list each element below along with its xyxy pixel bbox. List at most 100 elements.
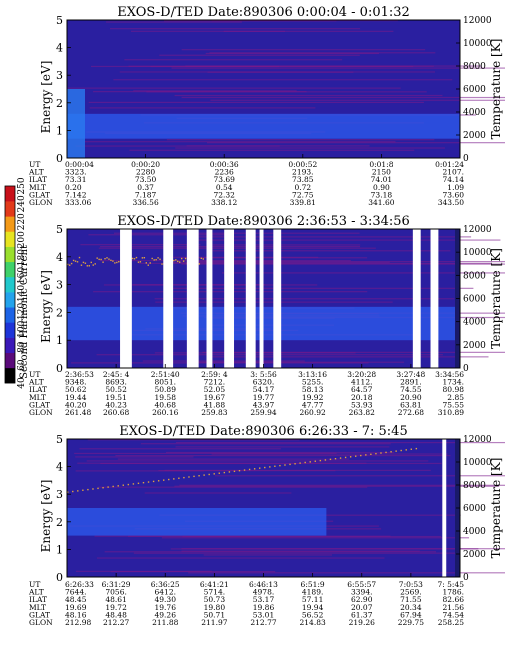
heatmap-dot: [72, 259, 75, 262]
table-cell: 6:36:25: [151, 580, 180, 589]
heatmap-dot: [159, 258, 161, 260]
heatmap-dot: [179, 261, 181, 263]
heatmap-stripe: [210, 356, 489, 358]
data-gap: [273, 229, 282, 368]
heatmap-stripe: [138, 262, 492, 265]
heatmap-stripe: [80, 244, 201, 246]
heatmap-stripe: [211, 244, 361, 246]
y2-tick-label: 2000: [463, 131, 486, 141]
table-row-label: UT: [29, 160, 40, 169]
heatmap-stripe: [181, 96, 505, 99]
heatmap-stripe: [75, 145, 280, 147]
table-cell: 73.18: [371, 190, 393, 199]
table-cell: 0.90: [373, 183, 390, 192]
colorbar-tick-label: 60: [17, 359, 27, 371]
heatmap-dot: [84, 262, 87, 264]
colorbar-cell: [5, 367, 15, 384]
heatmap-dot: [218, 472, 220, 474]
heatmap-dot: [198, 475, 200, 477]
heatmap-dot: [161, 263, 163, 265]
heatmap-dot: [168, 478, 170, 481]
table-cell: 1734.: [443, 378, 464, 387]
table-cell: 67.94: [400, 610, 422, 619]
heatmap-stripe: [188, 239, 501, 241]
heatmap-dot: [349, 456, 352, 458]
table-cell: 8051.: [155, 378, 176, 387]
heatmap-dot: [198, 263, 201, 265]
table-cell: 7.187: [135, 190, 157, 199]
table-cell: 20.07: [351, 603, 373, 612]
heatmap-stripe: [98, 247, 376, 249]
table-cell: 212.77: [250, 618, 276, 627]
table-cell: 82.66: [443, 595, 465, 604]
table-cell: 2:36:53: [65, 370, 94, 379]
chart-title: EXOS-D/TED Date:890306 6:26:33 - 7: 5:45: [119, 424, 407, 439]
heatmap-stripe: [127, 535, 391, 537]
heatmap-dot: [82, 489, 84, 491]
table-cell: 56.52: [302, 610, 324, 619]
table-cell: 48.61: [105, 595, 126, 604]
table-cell: 214.83: [300, 618, 326, 627]
heatmap-dot: [309, 461, 311, 463]
heatmap-dot: [122, 484, 124, 486]
table-cell: 0.37: [137, 183, 154, 192]
table-cell: 50.52: [105, 385, 127, 394]
table-cell: 3:34:56: [435, 370, 464, 379]
table-cell: 338.12: [211, 198, 237, 207]
y2-tick-label: 12000: [463, 225, 492, 235]
data-gap: [224, 229, 235, 368]
heatmap-stripe: [96, 354, 443, 356]
y-tick-label: 2: [56, 97, 63, 110]
heatmap-stripe: [175, 147, 445, 149]
table-cell: 73.69: [213, 175, 235, 184]
table-cell: 75.55: [443, 400, 465, 409]
heatmap-dot: [90, 261, 92, 264]
table-cell: 6:41:21: [200, 580, 229, 589]
colorbar-cell: [5, 322, 15, 338]
heatmap-dot: [142, 481, 145, 484]
y2-tick-label: 0: [463, 154, 469, 164]
heatmap-dot: [118, 260, 120, 263]
heatmap-dot: [112, 485, 114, 488]
heatmap-stripe: [174, 485, 500, 487]
table-cell: 212.98: [65, 618, 91, 627]
table-cell: 259.83: [201, 408, 227, 417]
colorbar-tick-label: 250: [17, 177, 27, 194]
table-cell: 211.88: [152, 618, 178, 627]
table-cell: 19.67: [204, 393, 226, 402]
table-cell: 8693.: [105, 378, 126, 387]
heatmap-dot: [395, 450, 397, 452]
table-cell: 2236: [215, 168, 234, 177]
table-cell: 61.37: [351, 610, 373, 619]
table-cell: 7: 5:45: [437, 580, 464, 589]
heatmap-dot: [380, 452, 382, 454]
heatmap-dot: [410, 448, 412, 450]
table-cell: 258.25: [438, 618, 464, 627]
data-gap: [206, 229, 213, 368]
table-cell: 54.17: [253, 385, 275, 394]
heatmap-dot: [329, 458, 332, 461]
heatmap-dot: [127, 483, 130, 486]
y-tick-label: 2: [56, 306, 63, 319]
colorbar-cell: [5, 201, 15, 217]
table-cell: 47.77: [302, 400, 324, 409]
table-cell: 48.48: [105, 610, 127, 619]
heatmap-dot: [102, 487, 104, 489]
table-cell: 260.16: [152, 408, 178, 417]
table-cell: 40.68: [155, 400, 177, 409]
heatmap-stripe: [161, 537, 470, 539]
table-cell: 260.92: [300, 408, 326, 417]
heatmap-stripe: [98, 486, 368, 488]
data-gap: [442, 439, 447, 577]
table-cell: 43.97: [253, 400, 275, 409]
colorbar-tick-label: 40: [17, 377, 27, 389]
table-cell: 50.62: [65, 385, 87, 394]
heatmap-stripe: [146, 91, 427, 93]
table-cell: 0:00:36: [210, 160, 239, 169]
heatmap-dot: [92, 264, 94, 266]
heatmap-dot: [92, 488, 94, 490]
colorbar-frame: [4, 185, 16, 384]
heatmap-stripe: [88, 101, 424, 104]
table-row-label: UT: [29, 580, 40, 589]
